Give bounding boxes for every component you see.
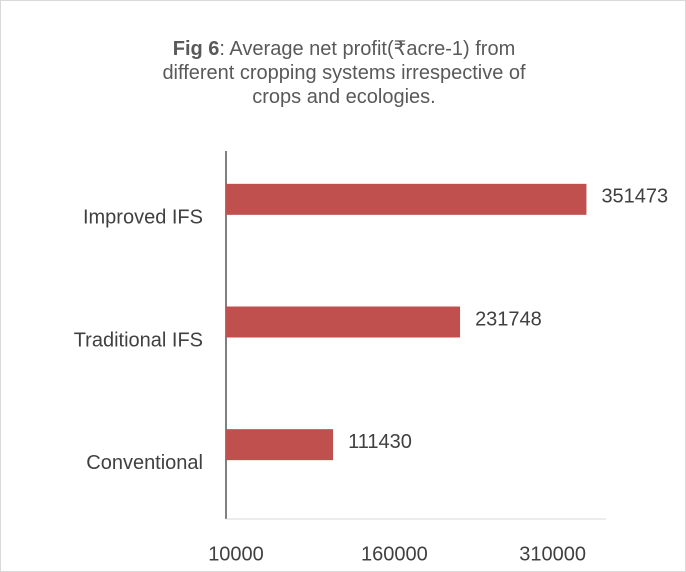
x-tick-label: 310000 bbox=[519, 543, 586, 565]
bar bbox=[226, 429, 334, 461]
y-tick-label: Improved IFS bbox=[83, 207, 203, 229]
x-tick-label: 160000 bbox=[361, 543, 428, 565]
x-tick-label: 10000 bbox=[208, 543, 264, 565]
data-label: 111430 bbox=[348, 431, 412, 453]
y-tick-label: Traditional IFS bbox=[74, 329, 203, 351]
title-text: : Average net profit(₹acre-1) from diffe… bbox=[162, 38, 526, 108]
bar bbox=[226, 183, 587, 215]
y-tick-label: Conventional bbox=[86, 452, 203, 474]
title-bold: Fig 6 bbox=[172, 38, 220, 60]
bar bbox=[226, 306, 461, 338]
data-label: 231748 bbox=[475, 308, 542, 330]
data-label: 351473 bbox=[601, 186, 668, 208]
chart-title: Fig 6: Average net profit(₹acre-1) from … bbox=[151, 37, 537, 109]
